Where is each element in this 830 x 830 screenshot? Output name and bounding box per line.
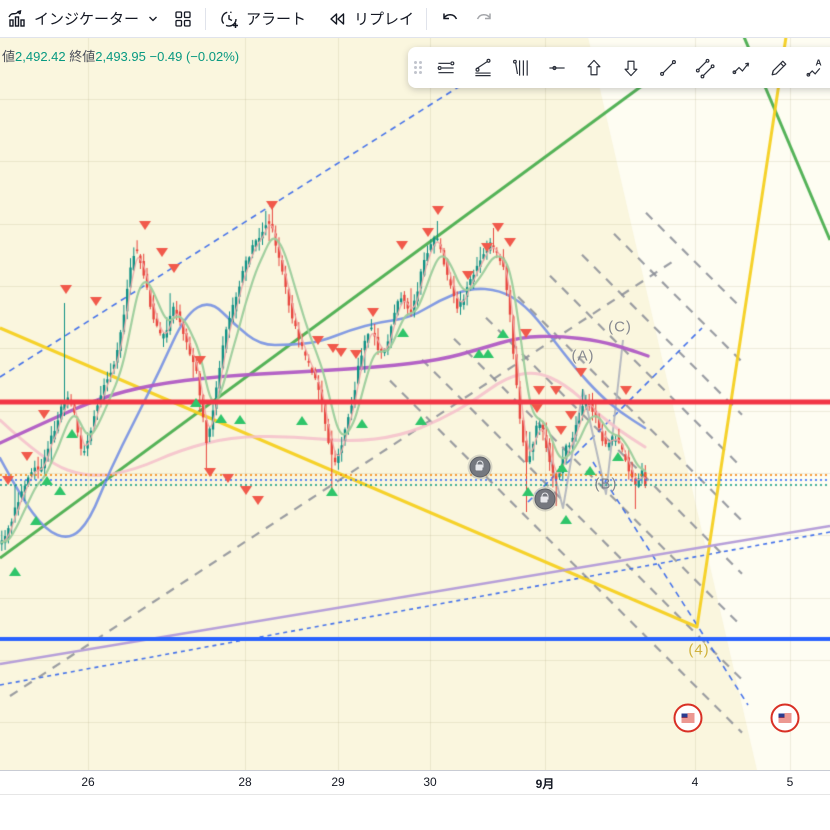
price-info-segment: −0.49 (−0.02%) xyxy=(145,49,240,64)
time-axis-tick[interactable]: 5 xyxy=(786,775,794,789)
time-axis-tick[interactable]: 29 xyxy=(331,775,345,789)
toolbar-drag-handle[interactable] xyxy=(414,61,422,74)
undo-button[interactable] xyxy=(433,4,467,34)
price-info-segment: 終値 xyxy=(65,49,96,64)
horizontal-ray-tool[interactable] xyxy=(540,51,574,85)
economic-event-flag-icon[interactable] xyxy=(770,703,800,733)
toolbar-divider xyxy=(205,7,207,30)
trend-angle-tool[interactable] xyxy=(466,51,500,85)
price-chart-canvas[interactable] xyxy=(0,37,830,770)
layout-grid-button[interactable] xyxy=(167,4,199,34)
arrow-up-tool[interactable] xyxy=(577,51,611,85)
us-flag-icon xyxy=(681,713,695,723)
time-axis-tick[interactable]: 9月 xyxy=(535,777,555,791)
replay-rewind-icon xyxy=(330,12,345,25)
replay-button[interactable]: リプレイ xyxy=(320,4,420,34)
drawing-toolbar: A xyxy=(408,47,830,88)
price-info-line: 値2,492.42 終値2,493.95 −0.49 (−0.02%) xyxy=(2,46,239,65)
elliott-wave-label[interactable]: (B) xyxy=(594,475,618,493)
time-axis-tick[interactable]: 30 xyxy=(423,775,437,789)
layout-grid-icon xyxy=(175,10,191,27)
indicators-dropdown-chevron[interactable] xyxy=(145,4,161,34)
elliott-wave-label[interactable]: (C) xyxy=(608,318,632,336)
price-info-segment: 値 xyxy=(2,49,16,64)
price-info-segment: 2,493.95 xyxy=(95,49,146,64)
alert-clock-icon xyxy=(221,10,239,28)
chart-area: 値2,492.42 終値2,493.95 −0.49 (−0.02%) (A) (… xyxy=(0,37,830,770)
locked-drawing-icon[interactable] xyxy=(534,488,556,510)
replay-label: リプレイ xyxy=(354,11,415,28)
us-flag-icon xyxy=(778,713,792,723)
brush-tool[interactable] xyxy=(762,51,796,85)
top-toolbar: インジケーター アラート xyxy=(0,0,830,38)
time-axis-tick[interactable]: 28 xyxy=(238,775,252,789)
price-info-segment: 2,492.42 xyxy=(15,49,66,64)
bottom-margin xyxy=(0,794,830,830)
chevron-down-icon xyxy=(149,16,157,21)
indicators-icon xyxy=(8,9,25,27)
indicators-label: インジケーター xyxy=(34,11,140,28)
toolbar-divider xyxy=(426,7,428,30)
horizontal-lines-tool[interactable] xyxy=(429,51,463,85)
trend-line-tool[interactable] xyxy=(651,51,685,85)
undo-icon xyxy=(443,13,458,19)
time-axis[interactable]: 26 28 29 30 9月 4 5 xyxy=(0,770,830,795)
redo-button[interactable] xyxy=(467,4,501,34)
vertical-lines-tool[interactable] xyxy=(503,51,537,85)
time-axis-tick[interactable]: 4 xyxy=(691,775,699,789)
elliott-wave-label[interactable]: (4) xyxy=(688,641,710,659)
text-label-tool[interactable]: A xyxy=(799,51,830,85)
redo-icon xyxy=(476,13,491,19)
time-axis-tick[interactable]: 26 xyxy=(81,775,95,789)
alert-label: アラート xyxy=(246,11,307,28)
polyline-arrow-tool[interactable] xyxy=(725,51,759,85)
locked-drawing-icon[interactable] xyxy=(469,456,491,478)
parallel-channel-tool[interactable] xyxy=(688,51,722,85)
economic-event-flag-icon[interactable] xyxy=(673,703,703,733)
indicators-button[interactable]: インジケーター xyxy=(0,4,145,34)
arrow-down-tool[interactable] xyxy=(614,51,648,85)
elliott-wave-label[interactable]: (A) xyxy=(571,347,595,365)
alert-button[interactable]: アラート xyxy=(212,4,312,34)
svg-text:A: A xyxy=(815,57,821,67)
